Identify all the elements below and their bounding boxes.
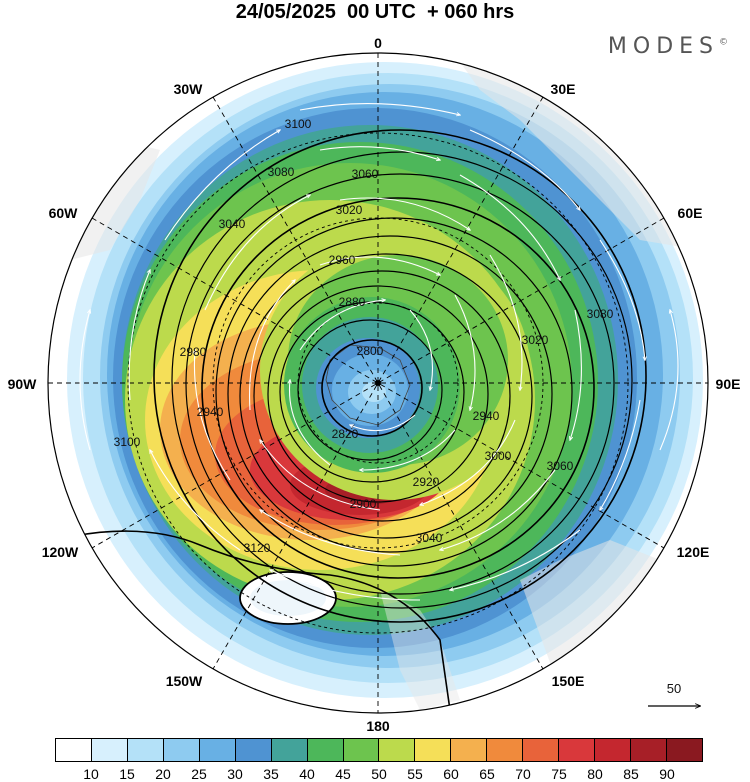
colorbar-swatch [235,739,272,761]
colorbar-tick-label: 45 [335,766,351,782]
page-title: 24/05/2025 00 UTC + 060 hrs [235,1,515,23]
longitude-labels: 0 30E 60E 90E 120E 150E 180 150W 120W 90… [8,35,741,734]
lon-label-90w: 90W [8,376,38,392]
contour-label: 3040 [219,217,246,231]
meridians [48,53,708,713]
colorbar-tick-label: 85 [623,766,639,782]
map-boundary [47,52,709,714]
colorbar-ticks: 10 15 20 25 30 35 40 45 50 55 60 65 70 75 80 85 90 [55,766,703,782]
south-pole-marker [375,380,381,386]
contour-label: 3080 [268,165,295,179]
colorbar-swatch [91,739,128,761]
lon-label-0: 0 [374,35,382,51]
lon-label-60e: 60E [678,205,703,221]
contour-label: 3040 [416,531,443,545]
vector-legend: 50 [648,681,700,706]
lon-label-90e: 90E [716,376,741,392]
colorbar-swatch [666,739,702,761]
colorbar-swatch [56,739,92,761]
colorbar-swatch [199,739,236,761]
vector-legend-value: 50 [667,681,681,696]
colorbar-tick-label: 40 [299,766,315,782]
height-contours [54,129,647,711]
contour-label: 2900 [350,497,377,511]
lon-label-30e: 30E [551,81,576,97]
colorbar-tick-label: 20 [155,766,171,782]
lon-label-120w: 120W [42,544,79,560]
brand-name: MODES [607,34,719,59]
lon-label-150e: 150E [552,673,585,689]
contour-label: 2800 [357,344,384,358]
colorbar-swatch [595,739,631,761]
lon-label-60w: 60W [49,205,79,221]
colorbar [55,738,703,762]
colorbar-tick-label: 80 [587,766,603,782]
brand-mark: © [719,37,728,48]
colorbar-tick-label: 10 [83,766,99,782]
lon-label-150w: 150W [166,673,203,689]
colorbar-tick-label: 25 [191,766,207,782]
lon-label-180: 180 [366,718,390,734]
contour-label: 3020 [522,333,549,347]
contour-label: 3120 [244,541,271,555]
colorbar-swatch [487,739,524,761]
colorbar-tick-label: 15 [119,766,135,782]
lon-label-30w: 30W [174,81,204,97]
contour-label: 2880 [339,295,366,309]
brand-logo: MODES© [608,34,728,59]
contour-label: 3060 [547,459,574,473]
wind-vectors [79,103,679,601]
colorbar-swatch [523,739,560,761]
colorbar-tick-label: 90 [659,766,675,782]
colorbar-swatch [343,739,380,761]
colorbar-tick-label: 70 [515,766,531,782]
colorbar-tick-label: 75 [551,766,567,782]
contour-label: 3080 [587,307,614,321]
lon-label-120e: 120E [677,544,710,560]
colorbar-swatch [271,739,308,761]
colorbar-swatch [379,739,416,761]
colorbar-swatch [631,739,667,761]
contour-label: 3060 [352,167,379,181]
contour-label: 2980 [180,345,207,359]
colorbar-swatch [415,739,452,761]
colorbar-tick-label: 60 [443,766,459,782]
contour-label: 3020 [336,203,363,217]
colorbar-tick-label: 50 [371,766,387,782]
colorbar-swatch [451,739,488,761]
contour-label: 3100 [114,435,141,449]
contour-label: 2820 [332,427,359,441]
contour-label: 3100 [285,117,312,131]
colorbar-swatch [559,739,596,761]
colorbar-tick-label: 65 [479,766,495,782]
colorbar-tick-label: 35 [263,766,279,782]
contour-label: 2940 [197,405,224,419]
colorbar-tick-label: 30 [227,766,243,782]
contour-labels: 3100 3080 3060 3040 3020 2980 2960 2940 … [114,117,614,555]
colorbar-swatch [127,739,164,761]
contour-label: 2920 [413,475,440,489]
contour-label: 2960 [329,253,356,267]
contour-label: 3000 [485,449,512,463]
colorbar-tick-label: 55 [407,766,423,782]
colorbar-swatch [307,739,344,761]
contour-label: 2940 [473,409,500,423]
colorbar-swatch [163,739,200,761]
